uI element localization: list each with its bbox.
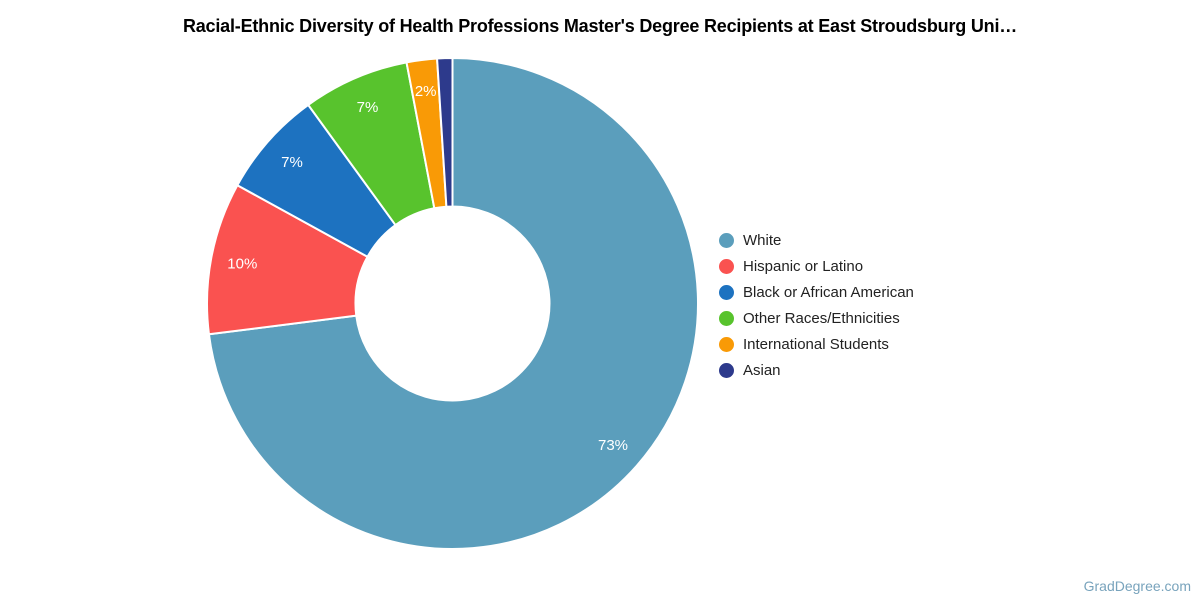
- chart-title: Racial-Ethnic Diversity of Health Profes…: [182, 16, 1018, 36]
- legend-item-black-or-african-american[interactable]: Black or African American: [719, 279, 914, 305]
- legend-item-other-races-ethnicities[interactable]: Other Races/Ethnicities: [719, 305, 914, 331]
- legend-item-asian[interactable]: Asian: [719, 357, 914, 383]
- pie-slice-asian[interactable]: [436, 56, 454, 208]
- watermark-link[interactable]: GradDegree.com: [1083, 578, 1191, 594]
- legend-swatch-black-or-african-american: [719, 284, 734, 300]
- legend-label-other-races-ethnicities: Other Races/Ethnicities: [743, 309, 900, 327]
- legend-label-white: White: [743, 231, 782, 249]
- legend-item-hispanic-or-latino[interactable]: Hispanic or Latino: [719, 253, 914, 279]
- slice-percent-label: 7%: [357, 99, 379, 116]
- legend-swatch-other-races-ethnicities: [719, 310, 734, 326]
- slice-percent-label: 7%: [281, 154, 303, 171]
- legend-item-white[interactable]: White: [719, 227, 914, 253]
- legend-label-international-students: International Students: [743, 335, 889, 353]
- slice-percent-label: 2%: [415, 83, 437, 100]
- legend-swatch-asian: [719, 362, 734, 378]
- legend: White Hispanic or Latino Black or Africa…: [719, 227, 914, 383]
- legend-item-international-students[interactable]: International Students: [719, 331, 914, 357]
- legend-swatch-white: [719, 232, 734, 248]
- legend-label-black-or-african-american: Black or African American: [743, 283, 914, 301]
- legend-swatch-hispanic-or-latino: [719, 258, 734, 274]
- slice-percent-label: 10%: [227, 255, 257, 272]
- legend-label-hispanic-or-latino: Hispanic or Latino: [743, 257, 864, 275]
- slice-percent-label: 73%: [598, 437, 628, 454]
- pie-slice-white[interactable]: [207, 56, 699, 550]
- legend-label-asian: Asian: [743, 361, 781, 379]
- legend-swatch-international-students: [719, 336, 734, 352]
